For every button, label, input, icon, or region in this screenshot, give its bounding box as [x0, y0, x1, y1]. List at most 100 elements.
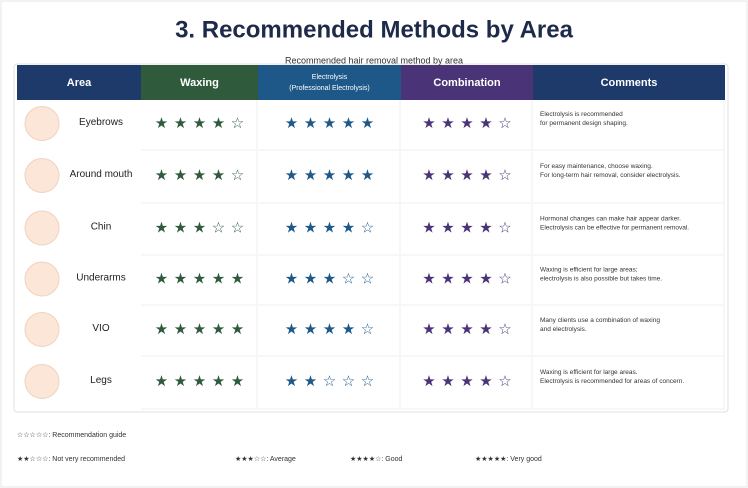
star: ★	[441, 114, 454, 132]
cell	[401, 151, 531, 202]
star: ★	[285, 270, 298, 288]
star: ★	[193, 114, 206, 132]
rating: ★ ★ ★ ☆ ☆	[285, 270, 374, 288]
cell	[533, 306, 723, 355]
area-icon	[24, 210, 60, 246]
star: ★	[174, 270, 187, 288]
star: ☆	[361, 219, 374, 237]
rating: ★ ★ ★ ★ ★	[285, 114, 374, 132]
star: ★	[323, 114, 336, 132]
star: ☆	[498, 219, 511, 237]
legend-item: ★★★☆☆: Average	[235, 455, 296, 463]
cell	[401, 204, 531, 254]
subtitle: Recommended hair removal method by area	[285, 55, 463, 65]
comment: Waxing is efficient for large areas.	[540, 369, 638, 376]
header-cell	[141, 65, 258, 100]
cell	[258, 204, 399, 254]
cell	[533, 151, 723, 202]
rating: ★ ★ ☆ ☆ ☆	[285, 372, 374, 390]
area-icon	[24, 158, 60, 193]
star: ★	[460, 320, 473, 338]
star: ★	[460, 219, 473, 237]
star: ★	[304, 320, 317, 338]
star: ★	[285, 219, 298, 237]
rating: ★ ★ ★ ★ ★	[155, 320, 244, 338]
comment: Waxing is efficient for large areas;	[540, 267, 638, 274]
star: ☆	[231, 166, 244, 184]
star: ★	[193, 219, 206, 237]
cell	[401, 306, 531, 355]
row-area	[68, 357, 141, 410]
legend-item: ★★★★★: Very good	[475, 455, 542, 463]
comment: Hormonal changes can make hair appear da…	[540, 216, 681, 223]
star: ★	[460, 372, 473, 390]
area-name: Chin	[91, 222, 112, 233]
star: ★	[323, 270, 336, 288]
rating: ★ ★ ★ ★ ★	[285, 166, 374, 184]
area-icon	[24, 261, 60, 297]
star: ★	[231, 372, 244, 390]
header-cell	[258, 65, 401, 100]
area-icon	[24, 106, 60, 141]
comment: Many clients use a combination of waxing	[540, 317, 660, 324]
star: ☆	[361, 270, 374, 288]
row-area	[68, 204, 141, 256]
row-area	[68, 100, 141, 151]
star: ★	[155, 114, 168, 132]
star: ★	[174, 219, 187, 237]
star: ☆	[498, 320, 511, 338]
star: ★	[361, 114, 374, 132]
rating: ★ ★ ★ ★ ★	[155, 372, 244, 390]
comment: Electrolysis is recommended	[540, 111, 623, 118]
star: ★	[304, 114, 317, 132]
area-icon	[24, 312, 60, 347]
star: ★	[441, 166, 454, 184]
comment: Electrolysis can be effective for perman…	[540, 225, 689, 232]
area-name: Around mouth	[70, 169, 133, 180]
header-label: Electrolysis	[312, 74, 348, 81]
cell	[533, 100, 723, 149]
area-name: Underarms	[76, 273, 125, 284]
comment: and electrolysis.	[540, 326, 587, 333]
rating: ★ ★ ★ ★ ☆	[422, 219, 511, 237]
star: ★	[323, 166, 336, 184]
star: ★	[155, 166, 168, 184]
star: ★	[304, 270, 317, 288]
star: ★	[460, 270, 473, 288]
star: ☆	[342, 270, 355, 288]
row-area	[68, 151, 141, 204]
rating: ★ ★ ★ ★ ☆	[155, 166, 244, 184]
star: ★	[361, 166, 374, 184]
legend-item: ★★☆☆☆: Not very recommended	[17, 455, 125, 463]
star: ★	[342, 219, 355, 237]
star: ★	[323, 320, 336, 338]
rating: ★ ★ ★ ★ ☆	[285, 320, 374, 338]
cell	[258, 100, 399, 149]
rating: ★ ★ ★ ★ ☆	[422, 372, 511, 390]
star: ★	[460, 166, 473, 184]
comment: electrolysis is also possible but takes …	[540, 276, 662, 283]
star: ★	[479, 372, 492, 390]
star: ★	[441, 320, 454, 338]
comment: for permanent design shaping.	[540, 120, 628, 127]
star: ☆	[323, 372, 336, 390]
cell	[141, 256, 256, 304]
star: ★	[174, 114, 187, 132]
star: ★	[193, 320, 206, 338]
star: ☆	[361, 372, 374, 390]
cell	[401, 100, 531, 149]
star: ★	[304, 372, 317, 390]
header-label: (Professional Electrolysis)	[289, 85, 370, 92]
cell	[258, 306, 399, 355]
header-cell	[17, 65, 141, 100]
legend-item: ★★★★☆: Good	[350, 455, 402, 463]
star: ★	[422, 166, 435, 184]
rating: ★ ★ ★ ★ ☆	[285, 219, 374, 237]
star: ☆	[231, 114, 244, 132]
cell	[258, 256, 399, 304]
star: ★	[212, 166, 225, 184]
star: ★	[285, 114, 298, 132]
area-icon	[24, 364, 60, 399]
star: ★	[155, 320, 168, 338]
